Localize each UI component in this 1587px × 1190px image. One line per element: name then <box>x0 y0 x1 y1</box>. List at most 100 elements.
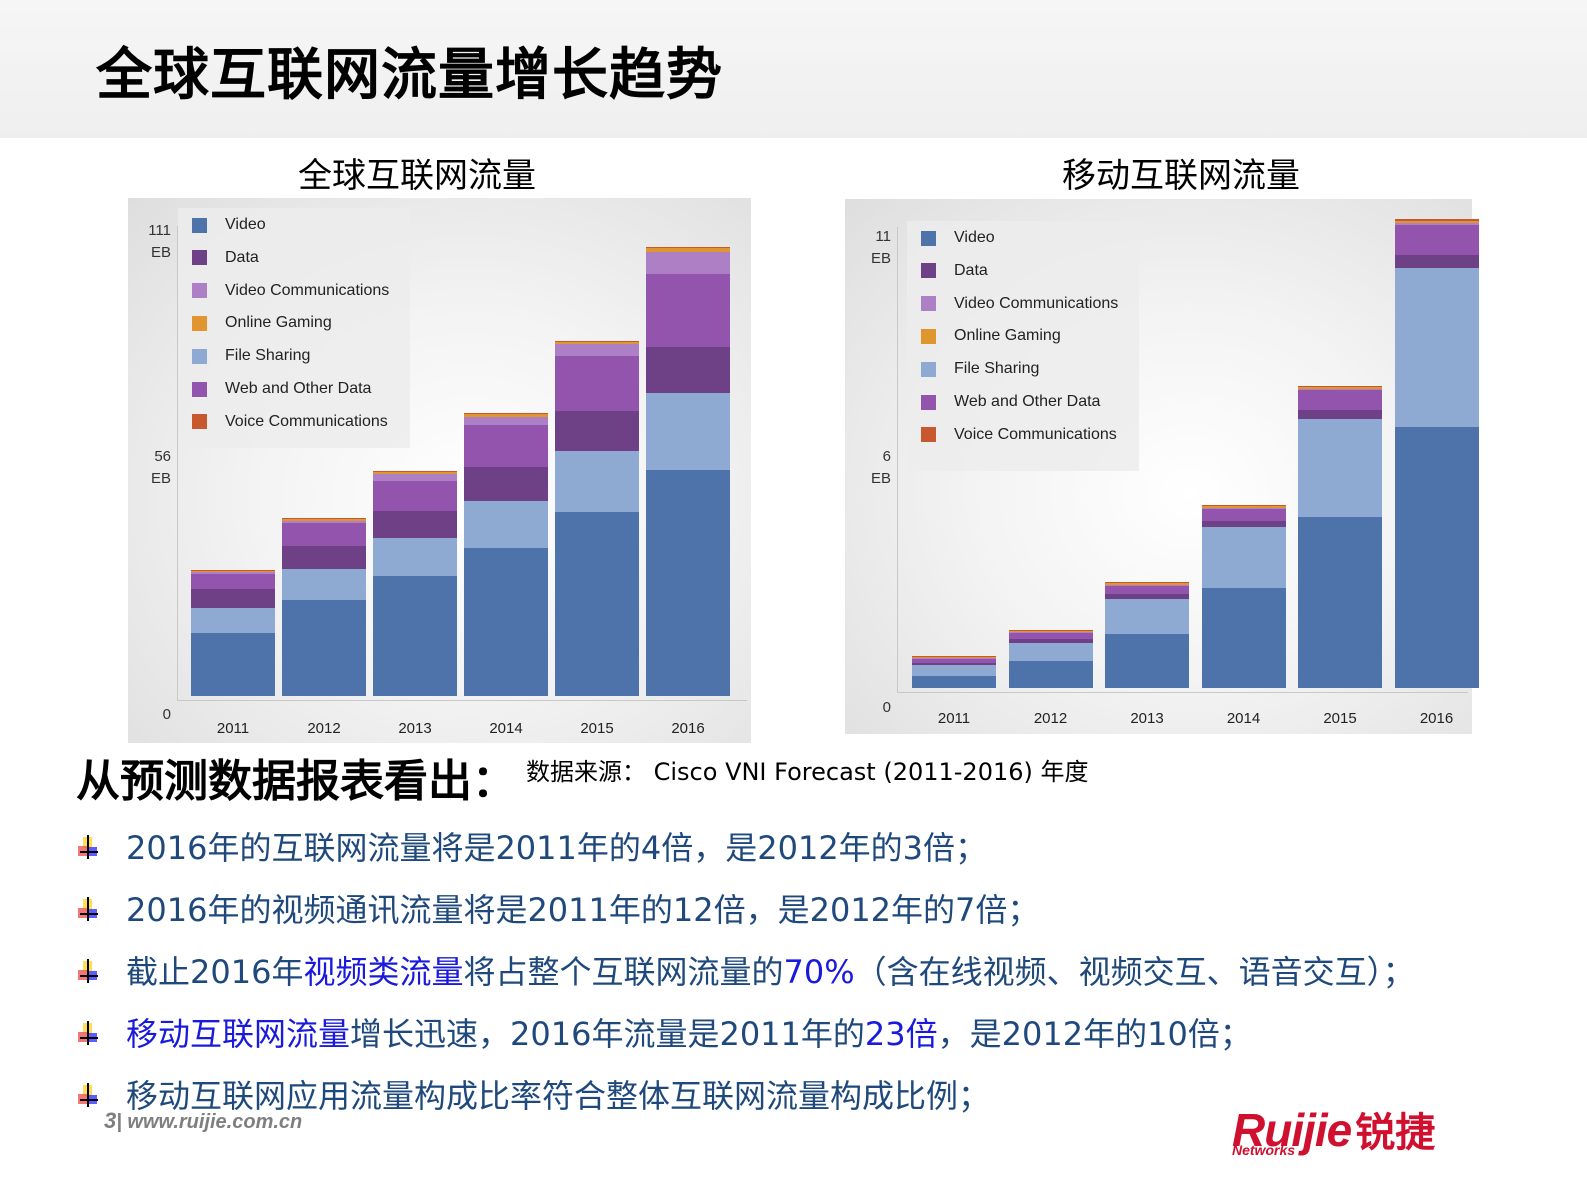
bar-segment-file-sharing <box>646 392 730 471</box>
legend-item: Data <box>192 249 259 267</box>
ruijie-logo: Ruijie 锐捷 Networks <box>1232 1100 1435 1158</box>
bar-segment-file-sharing <box>555 451 639 513</box>
highlighted-text: 移动互联网流量 <box>126 1015 351 1053</box>
bar-segment-voice-communications <box>1298 385 1382 387</box>
legend-swatch-icon <box>192 315 207 331</box>
y-tick-label: 11 EB <box>870 228 891 267</box>
legend-label: Web and Other Data <box>954 393 1101 410</box>
legend-swatch-icon <box>921 427 936 443</box>
bar-segment-video-communications <box>1008 632 1093 634</box>
bar-segment-data <box>1201 521 1286 528</box>
bar-segment-voice-communications <box>282 518 366 520</box>
bar-segment-video <box>282 599 366 696</box>
bar-segment-web-and-other-data <box>1201 508 1286 522</box>
legend-label: Voice Communications <box>225 412 388 430</box>
bar-segment-file-sharing <box>912 665 996 676</box>
y-tick-label: 0 <box>162 706 171 723</box>
legend-item: Web and Other Data <box>192 380 371 398</box>
bar-segment-file-sharing <box>1394 267 1479 427</box>
bar-segment-video-communications <box>282 520 366 523</box>
chart-global-internet-traffic: 0 56 EB 111 EB 2011 2012 2013 2014 2015 2016 Video D… <box>128 198 751 743</box>
stacked-bar-2012 <box>1008 630 1093 688</box>
stacked-bar-2014 <box>464 413 548 696</box>
stacked-bar-2016 <box>646 247 730 696</box>
bar-segment-file-sharing <box>1298 418 1382 517</box>
text-fragment: 2016年的视频通讯流量将是2011年的12倍，是2012年的7倍； <box>126 891 1040 929</box>
bar-segment-voice-communications <box>555 340 639 342</box>
bar-segment-voice-communications <box>1105 582 1189 584</box>
legend-item: File Sharing <box>921 360 1039 378</box>
bullet-text: 移动互联网应用流量构成比率符合整体互联网流量构成比例； <box>126 1074 990 1118</box>
x-tick-label: 2011 <box>216 720 250 737</box>
page-number: 3 <box>104 1108 117 1133</box>
bar-segment-video-communications <box>555 344 639 357</box>
y-axis <box>897 227 898 692</box>
chart-legend: Video Data Video Communications Online Gami… <box>907 221 1139 471</box>
x-tick-label: 2013 <box>1130 710 1164 727</box>
legend-label: Online Gaming <box>225 314 332 332</box>
legend-label: File Sharing <box>225 347 311 365</box>
stacked-bar-2011 <box>191 569 275 696</box>
legend-label: Video Communications <box>954 294 1119 312</box>
legend-item: Video <box>192 216 266 234</box>
legend-item: Online Gaming <box>921 327 1061 345</box>
bar-segment-online-gaming <box>646 248 730 252</box>
x-tick-label: 2016 <box>671 720 705 737</box>
bar-segment-web-and-other-data <box>646 273 730 348</box>
y-tick-label: 0 <box>882 699 891 716</box>
text-fragment: 截止2016年 <box>126 953 304 991</box>
bar-segment-voice-communications <box>646 247 730 249</box>
legend-swatch-icon <box>192 414 207 430</box>
bar-segment-data <box>282 545 366 569</box>
bullet-item: 2016年的视频通讯流量将是2011年的12倍，是2012年的7倍； <box>76 888 1039 932</box>
header-band <box>0 0 1587 138</box>
bar-segment-data <box>373 511 457 539</box>
legend-swatch-icon <box>921 230 936 246</box>
bar-segment-web-and-other-data <box>373 481 457 512</box>
x-tick-label: 2014 <box>1226 710 1261 727</box>
bar-segment-video <box>1105 633 1189 688</box>
bar-segment-voice-communications <box>373 471 457 473</box>
legend-label: Video <box>954 229 995 246</box>
bullet-text: 2016年的视频通讯流量将是2011年的12倍，是2012年的7倍； <box>126 888 1039 932</box>
bar-segment-online-gaming <box>1008 631 1093 633</box>
bar-segment-video-communications <box>1201 507 1286 509</box>
bar-segment-video <box>555 512 639 696</box>
logo-sub-text: Networks <box>1232 1142 1296 1158</box>
plus-bullet-icon <box>76 1021 102 1047</box>
bar-segment-video <box>1298 516 1382 688</box>
bar-segment-online-gaming <box>464 414 548 417</box>
legend-swatch-icon <box>192 217 207 233</box>
legend-item: Video <box>921 229 995 247</box>
stacked-bar-2011 <box>912 656 996 688</box>
legend-label: Web and Other Data <box>225 380 372 397</box>
bar-segment-video <box>1394 426 1479 688</box>
bar-segment-file-sharing <box>1201 527 1286 589</box>
footer-url[interactable]: www.ruijie.com.cn <box>127 1111 303 1133</box>
bar-segment-voice-communications <box>1201 505 1286 507</box>
text-fragment: 2016年的互联网流量将是2011年的4倍，是2012年的3倍； <box>126 829 988 867</box>
legend-item: Voice Communications <box>192 413 388 431</box>
bar-segment-data <box>464 466 548 501</box>
bar-segment-voice-communications <box>464 413 548 415</box>
bar-segment-file-sharing <box>1105 599 1189 634</box>
bar-segment-video <box>646 470 730 696</box>
legend-swatch-icon <box>921 296 936 312</box>
x-tick-label: 2015 <box>1323 710 1357 727</box>
highlighted-text: 70% <box>783 953 855 991</box>
x-tick-label: 2013 <box>398 720 432 737</box>
bar-segment-file-sharing <box>191 608 275 634</box>
bullet-item: 2016年的互联网流量将是2011年的4倍，是2012年的3倍； <box>76 826 987 870</box>
bar-segment-web-and-other-data <box>1105 585 1189 594</box>
logo-cn-text: 锐捷 <box>1355 1111 1436 1155</box>
x-axis <box>177 700 747 701</box>
bar-segment-video <box>912 675 996 688</box>
x-tick-label: 2012 <box>307 720 341 737</box>
bar-segment-data <box>912 663 996 666</box>
legend-swatch-icon <box>921 361 936 377</box>
bar-segment-data <box>1394 255 1479 268</box>
bar-segment-voice-communications <box>912 656 996 658</box>
y-axis <box>177 226 178 700</box>
bar-segment-video <box>464 548 548 696</box>
legend-item: Online Gaming <box>192 314 332 332</box>
